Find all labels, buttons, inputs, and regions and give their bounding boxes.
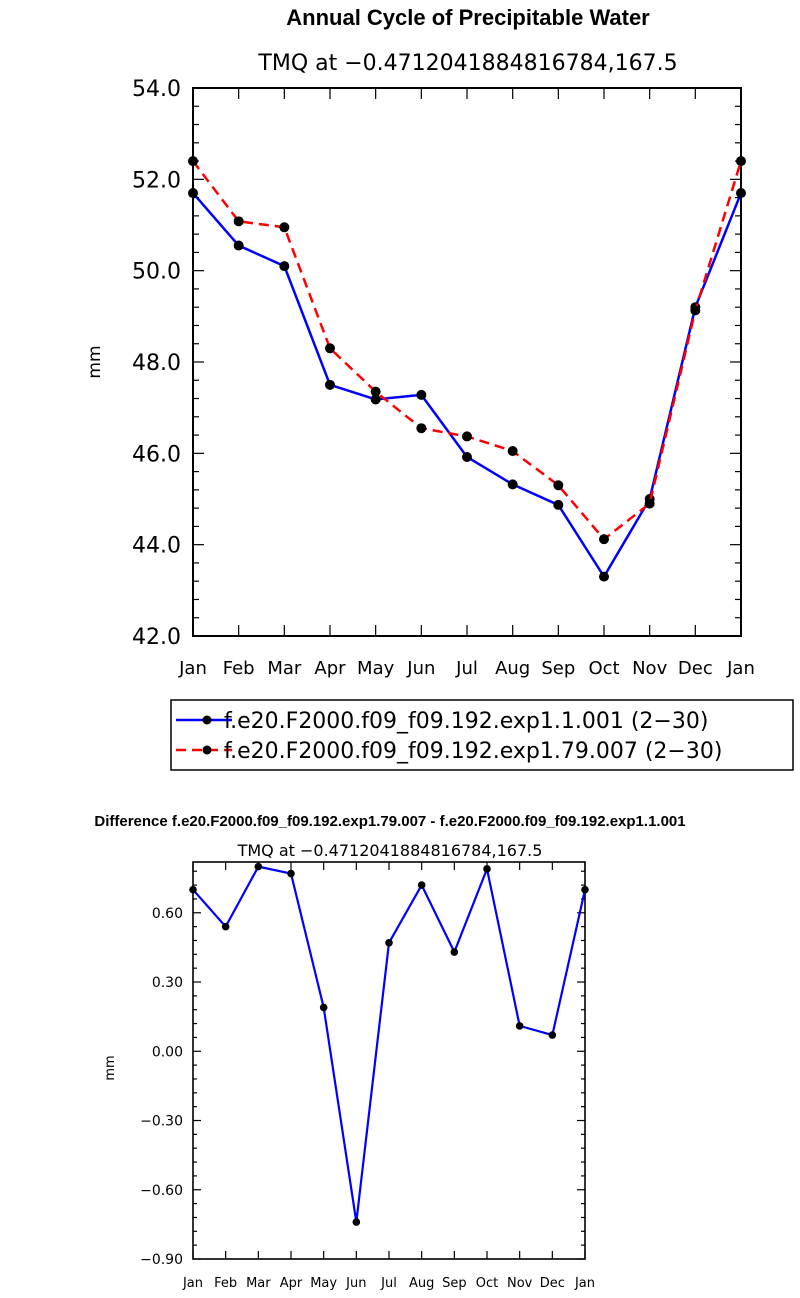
y-tick-label: 52.0 bbox=[132, 168, 181, 193]
data-point bbox=[416, 389, 427, 400]
data-point bbox=[370, 386, 381, 397]
x-tick-label: Nov bbox=[632, 658, 667, 679]
data-point bbox=[352, 1218, 361, 1226]
legend-marker-series-1 bbox=[202, 715, 212, 725]
y-tick-label: 54.0 bbox=[132, 77, 181, 102]
data-point bbox=[548, 1031, 557, 1039]
data-point bbox=[325, 379, 335, 390]
data-point bbox=[287, 869, 295, 878]
x-tick-label: Dec bbox=[678, 658, 713, 679]
data-point bbox=[233, 216, 244, 227]
precipitable-water-chart: Annual Cycle of Precipitable Water TMQ a… bbox=[85, 5, 755, 679]
x-tick-label: Oct bbox=[588, 658, 619, 679]
y-tick-label: 48.0 bbox=[132, 351, 181, 376]
data-point bbox=[416, 423, 427, 434]
x-tick-label: Feb bbox=[223, 658, 255, 679]
y-tick-label: 0.00 bbox=[152, 1044, 183, 1060]
data-point bbox=[507, 446, 518, 457]
x-tick-label: Jan bbox=[726, 658, 755, 679]
data-point bbox=[644, 498, 655, 509]
x-tick-label: Dec bbox=[540, 1276, 565, 1291]
x-tick-label: May bbox=[310, 1276, 337, 1291]
x-tick-label: Apr bbox=[280, 1276, 303, 1291]
data-point bbox=[507, 479, 518, 490]
data-point bbox=[189, 885, 197, 894]
data-point bbox=[188, 156, 198, 167]
data-point bbox=[736, 188, 746, 199]
y-tick-label: −0.90 bbox=[140, 1252, 183, 1268]
x-tick-label: Oct bbox=[476, 1276, 498, 1291]
data-point bbox=[462, 431, 472, 442]
x-tick-label: Sep bbox=[541, 658, 575, 679]
series-line-1 bbox=[192, 865, 587, 1224]
data-point bbox=[279, 261, 290, 272]
x-tick-label: Mar bbox=[246, 1276, 271, 1291]
series-line-1 bbox=[192, 192, 743, 578]
data-point bbox=[450, 948, 459, 956]
y-tick-label: −0.30 bbox=[140, 1114, 183, 1130]
data-point bbox=[483, 865, 491, 873]
chart-title: Difference f.e20.F2000.f09_f09.192.exp1.… bbox=[94, 813, 685, 830]
x-tick-label: Aug bbox=[495, 658, 530, 679]
x-tick-label: Jul bbox=[380, 1276, 397, 1291]
data-point bbox=[553, 499, 564, 510]
y-tick-label: 42.0 bbox=[132, 625, 181, 650]
data-point bbox=[319, 1003, 328, 1012]
x-tick-label: Jun bbox=[345, 1276, 366, 1291]
legend-label-series-2: f.e20.F2000.f09_f09.192.exp1.79.007 (2−3… bbox=[224, 739, 722, 764]
difference-chart: Difference f.e20.F2000.f09_f09.192.exp1.… bbox=[94, 813, 685, 1291]
x-tick-label: Jun bbox=[406, 658, 435, 679]
plot-area: −0.90 −0.60 −0.30 0.00 0.30 0.60 Jan Feb Mar Apr M… bbox=[140, 861, 595, 1291]
data-point bbox=[690, 305, 701, 316]
series-line-2 bbox=[192, 160, 743, 541]
legend-marker-series-2 bbox=[202, 745, 212, 755]
data-point bbox=[254, 862, 263, 871]
data-point bbox=[188, 188, 198, 199]
data-point bbox=[515, 1022, 524, 1030]
legend-box bbox=[170, 699, 794, 771]
data-point bbox=[221, 922, 230, 931]
y-axis-label: mm bbox=[85, 345, 105, 378]
legend-label-series-1: f.e20.F2000.f09_f09.192.exp1.1.001 (2−30… bbox=[224, 709, 708, 734]
x-tick-label: Jul bbox=[455, 658, 478, 679]
y-tick-label: 50.0 bbox=[132, 260, 181, 285]
x-tick-label: May bbox=[357, 658, 395, 679]
data-point bbox=[599, 534, 609, 545]
plot-area: 42.0 44.0 46.0 48.0 50.0 52.0 54.0 Jan Feb Mar Apr… bbox=[132, 77, 755, 679]
legend: f.e20.F2000.f09_f09.192.exp1.1.001 (2−30… bbox=[170, 699, 794, 771]
x-tick-label: Jan bbox=[182, 1276, 203, 1291]
data-point bbox=[233, 240, 244, 251]
data-point bbox=[599, 571, 609, 582]
chart-subtitle: TMQ at −0.4712041884816784,167.5 bbox=[237, 841, 543, 860]
x-tick-label: Aug bbox=[409, 1276, 434, 1291]
data-point bbox=[462, 451, 472, 462]
chart-title: Annual Cycle of Precipitable Water bbox=[286, 5, 650, 30]
x-tick-label: Mar bbox=[267, 658, 302, 679]
data-point bbox=[417, 881, 426, 889]
data-point bbox=[385, 938, 393, 947]
x-tick-label: Nov bbox=[507, 1276, 533, 1291]
x-tick-label: Feb bbox=[214, 1276, 237, 1291]
x-tick-label: Sep bbox=[442, 1276, 467, 1291]
y-tick-label: 44.0 bbox=[132, 534, 181, 559]
data-point bbox=[325, 343, 335, 354]
plot-frame bbox=[192, 87, 742, 637]
data-point bbox=[581, 885, 589, 894]
data-point bbox=[553, 480, 564, 491]
plot-frame bbox=[192, 861, 586, 1260]
x-tick-label: Jan bbox=[178, 658, 207, 679]
data-point bbox=[736, 156, 746, 167]
y-axis-label: mm bbox=[103, 1055, 118, 1080]
x-tick-label: Apr bbox=[314, 658, 346, 679]
y-tick-label: 0.60 bbox=[152, 906, 183, 922]
y-tick-label: 46.0 bbox=[132, 442, 181, 467]
y-tick-label: −0.60 bbox=[140, 1183, 183, 1199]
data-point bbox=[279, 222, 290, 233]
data-point bbox=[370, 394, 381, 405]
chart-subtitle: TMQ at −0.4712041884816784,167.5 bbox=[257, 51, 677, 76]
y-tick-label: 0.30 bbox=[152, 975, 183, 991]
x-tick-label: Jan bbox=[574, 1276, 595, 1291]
